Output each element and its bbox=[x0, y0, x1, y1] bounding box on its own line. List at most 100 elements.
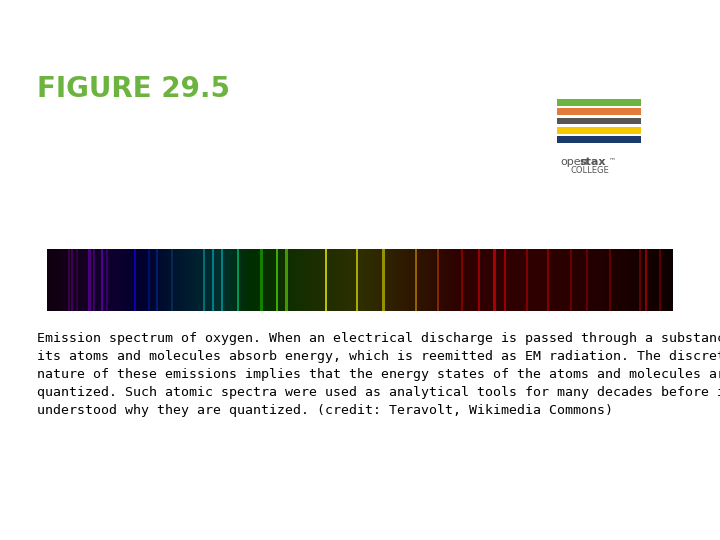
Bar bbox=[67, 249, 68, 311]
Bar bbox=[628, 249, 629, 311]
Bar bbox=[358, 249, 359, 311]
Bar bbox=[256, 249, 258, 311]
Bar bbox=[629, 249, 631, 311]
Bar bbox=[467, 249, 469, 311]
Bar bbox=[590, 249, 592, 311]
Bar bbox=[432, 249, 433, 311]
Bar bbox=[600, 249, 602, 311]
Bar bbox=[163, 249, 164, 311]
Bar bbox=[282, 249, 283, 311]
Bar bbox=[149, 249, 150, 311]
Bar bbox=[153, 249, 154, 311]
Bar bbox=[624, 249, 625, 311]
Bar bbox=[60, 249, 62, 311]
Bar bbox=[250, 249, 251, 311]
Bar bbox=[195, 249, 197, 311]
Bar bbox=[664, 249, 665, 311]
Bar bbox=[78, 249, 80, 311]
Bar bbox=[264, 249, 266, 311]
Bar bbox=[66, 249, 68, 311]
Bar bbox=[170, 249, 171, 311]
Bar bbox=[156, 249, 158, 311]
Bar bbox=[285, 249, 287, 311]
Bar bbox=[71, 249, 73, 311]
Bar bbox=[251, 249, 253, 311]
Bar bbox=[261, 249, 263, 311]
Bar bbox=[521, 249, 523, 311]
Bar bbox=[249, 249, 251, 311]
Bar bbox=[132, 249, 133, 311]
Bar bbox=[190, 249, 192, 311]
Bar bbox=[212, 249, 214, 311]
Bar bbox=[217, 249, 219, 311]
Bar bbox=[581, 249, 582, 311]
Bar bbox=[509, 249, 510, 311]
Bar bbox=[657, 249, 659, 311]
Bar bbox=[289, 249, 291, 311]
Bar bbox=[405, 249, 406, 311]
Bar bbox=[345, 249, 346, 311]
Bar bbox=[670, 249, 672, 311]
Bar bbox=[121, 249, 122, 311]
Bar bbox=[273, 249, 275, 311]
Bar bbox=[433, 249, 434, 311]
Bar bbox=[610, 249, 612, 311]
Bar bbox=[489, 249, 490, 311]
Bar bbox=[450, 249, 451, 311]
Bar bbox=[546, 249, 549, 311]
Bar bbox=[320, 249, 322, 311]
Bar bbox=[266, 249, 267, 311]
Bar bbox=[592, 249, 594, 311]
Bar bbox=[616, 249, 618, 311]
Bar bbox=[222, 249, 224, 311]
Bar bbox=[457, 249, 459, 311]
Bar bbox=[470, 249, 472, 311]
Bar bbox=[90, 249, 91, 311]
Bar bbox=[294, 249, 296, 311]
Bar bbox=[202, 249, 204, 311]
Bar bbox=[275, 249, 276, 311]
Bar bbox=[375, 249, 377, 311]
Bar bbox=[211, 249, 212, 311]
Bar bbox=[557, 249, 559, 311]
Bar bbox=[96, 249, 97, 311]
Bar bbox=[238, 249, 239, 311]
Bar bbox=[226, 249, 228, 311]
Bar bbox=[279, 249, 280, 311]
Bar bbox=[134, 249, 136, 311]
Bar bbox=[204, 249, 206, 311]
Bar bbox=[277, 249, 279, 311]
Bar bbox=[101, 249, 102, 311]
Bar bbox=[228, 249, 230, 311]
Bar bbox=[230, 249, 232, 311]
Bar bbox=[462, 249, 463, 311]
Bar bbox=[584, 249, 585, 311]
Bar bbox=[54, 249, 56, 311]
Bar bbox=[235, 249, 237, 311]
Bar bbox=[535, 249, 536, 311]
Bar bbox=[66, 249, 67, 311]
Bar bbox=[343, 249, 345, 311]
Bar bbox=[53, 249, 54, 311]
Bar bbox=[284, 249, 285, 311]
Bar bbox=[603, 249, 605, 311]
Bar bbox=[104, 249, 105, 311]
Bar bbox=[123, 249, 125, 311]
Bar bbox=[490, 249, 492, 311]
Bar bbox=[312, 249, 314, 311]
Bar bbox=[346, 249, 348, 311]
Bar bbox=[648, 249, 649, 311]
Bar bbox=[138, 249, 140, 311]
Bar bbox=[110, 249, 112, 311]
Bar bbox=[606, 249, 607, 311]
Bar bbox=[585, 249, 587, 311]
Bar bbox=[582, 249, 585, 311]
Bar bbox=[280, 249, 282, 311]
Bar bbox=[462, 249, 464, 311]
Bar bbox=[355, 249, 357, 311]
Bar bbox=[377, 249, 379, 311]
Bar bbox=[407, 249, 408, 311]
Bar bbox=[171, 249, 172, 311]
Bar bbox=[117, 249, 119, 311]
Bar bbox=[600, 249, 601, 311]
